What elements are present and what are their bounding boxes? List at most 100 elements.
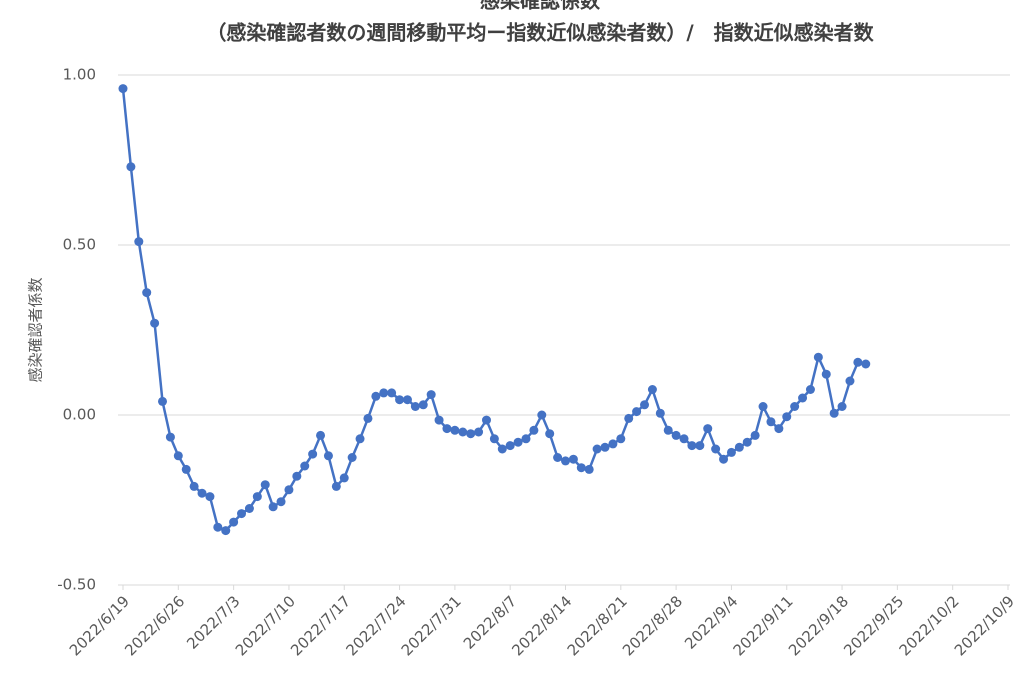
data-point — [592, 444, 602, 454]
data-point — [418, 400, 428, 410]
data-point — [497, 444, 507, 454]
data-point — [837, 402, 847, 411]
data-point — [142, 288, 152, 298]
data-point — [284, 485, 294, 495]
data-point — [379, 388, 389, 398]
data-point — [355, 434, 365, 444]
data-point — [197, 488, 207, 498]
chart-title: 感染確認係数 — [480, 0, 601, 13]
data-point — [221, 526, 231, 536]
data-point — [553, 453, 563, 462]
data-point — [474, 427, 484, 437]
x-tick-label: 2022/10/9 — [951, 592, 1018, 659]
data-point — [126, 162, 136, 172]
data-point — [339, 473, 349, 483]
data-point — [308, 449, 318, 459]
data-point — [568, 454, 578, 464]
data-point — [213, 522, 223, 532]
data-point — [766, 417, 776, 427]
series-line — [121, 88, 867, 533]
data-point — [734, 442, 744, 452]
data-point — [608, 439, 618, 449]
data-point — [363, 413, 373, 423]
data-point — [647, 385, 657, 394]
data-point — [165, 432, 175, 442]
data-point — [711, 444, 721, 454]
data-point — [561, 456, 570, 466]
x-tick-label: 2022/7/31 — [398, 592, 465, 659]
data-point — [829, 408, 839, 418]
data-point — [237, 509, 247, 519]
y-tick-label: 0.50 — [63, 236, 96, 254]
data-point — [679, 434, 689, 444]
data-point — [402, 395, 412, 405]
data-point — [387, 388, 397, 398]
data-point — [726, 447, 736, 457]
data-point — [268, 502, 278, 512]
data-point — [458, 427, 468, 437]
data-point — [853, 357, 863, 367]
data-point — [481, 415, 491, 425]
data-point — [426, 390, 436, 400]
data-point — [371, 391, 381, 401]
data-point — [331, 481, 341, 491]
data-point — [118, 84, 128, 94]
data-point — [742, 437, 752, 447]
data-point — [861, 359, 871, 369]
data-point — [513, 437, 523, 447]
x-tick-label: 2022/8/28 — [619, 592, 686, 659]
data-point — [292, 471, 302, 481]
data-point — [584, 464, 594, 474]
data-point — [244, 504, 254, 513]
data-point — [845, 376, 855, 386]
data-point — [750, 430, 760, 440]
data-point — [410, 402, 420, 411]
data-point — [347, 453, 357, 462]
data-point — [205, 492, 215, 502]
data-point — [252, 492, 262, 502]
data-point — [323, 451, 333, 461]
data-point — [695, 441, 705, 451]
data-point — [798, 393, 808, 403]
data-point — [442, 424, 452, 434]
data-point — [663, 425, 673, 435]
x-tick-label: 2022/6/26 — [121, 592, 188, 659]
data-point — [173, 451, 183, 461]
data-point — [276, 497, 286, 507]
y-tick-label: 0.00 — [63, 406, 96, 424]
data-point — [434, 415, 444, 425]
y-tick-label: 1.00 — [63, 66, 96, 84]
data-point — [466, 429, 476, 439]
data-point — [576, 463, 586, 473]
data-point — [774, 424, 784, 434]
data-point — [655, 408, 665, 418]
data-point — [687, 441, 697, 451]
data-point — [489, 434, 499, 444]
data-point — [805, 385, 815, 394]
data-point — [316, 430, 326, 440]
data-point — [537, 410, 547, 420]
data-point — [758, 402, 768, 411]
y-tick-label: -0.50 — [57, 576, 96, 594]
data-point — [782, 412, 792, 422]
data-point — [521, 434, 531, 444]
data-point — [624, 413, 634, 423]
data-point — [790, 402, 800, 411]
data-point — [719, 454, 729, 464]
data-point — [600, 442, 610, 452]
data-point — [229, 517, 239, 527]
data-point — [260, 480, 270, 490]
data-point — [300, 461, 310, 471]
y-axis-label: 感染確認者係数 — [27, 277, 45, 382]
data-point — [189, 481, 199, 491]
data-point — [181, 464, 191, 474]
data-point — [529, 425, 539, 435]
data-point — [703, 424, 713, 434]
data-point — [150, 318, 160, 328]
data-point — [505, 441, 515, 451]
data-point — [821, 369, 831, 379]
data-point — [134, 237, 144, 247]
data-point — [158, 396, 168, 406]
data-point — [632, 407, 642, 417]
data-point — [395, 395, 405, 405]
